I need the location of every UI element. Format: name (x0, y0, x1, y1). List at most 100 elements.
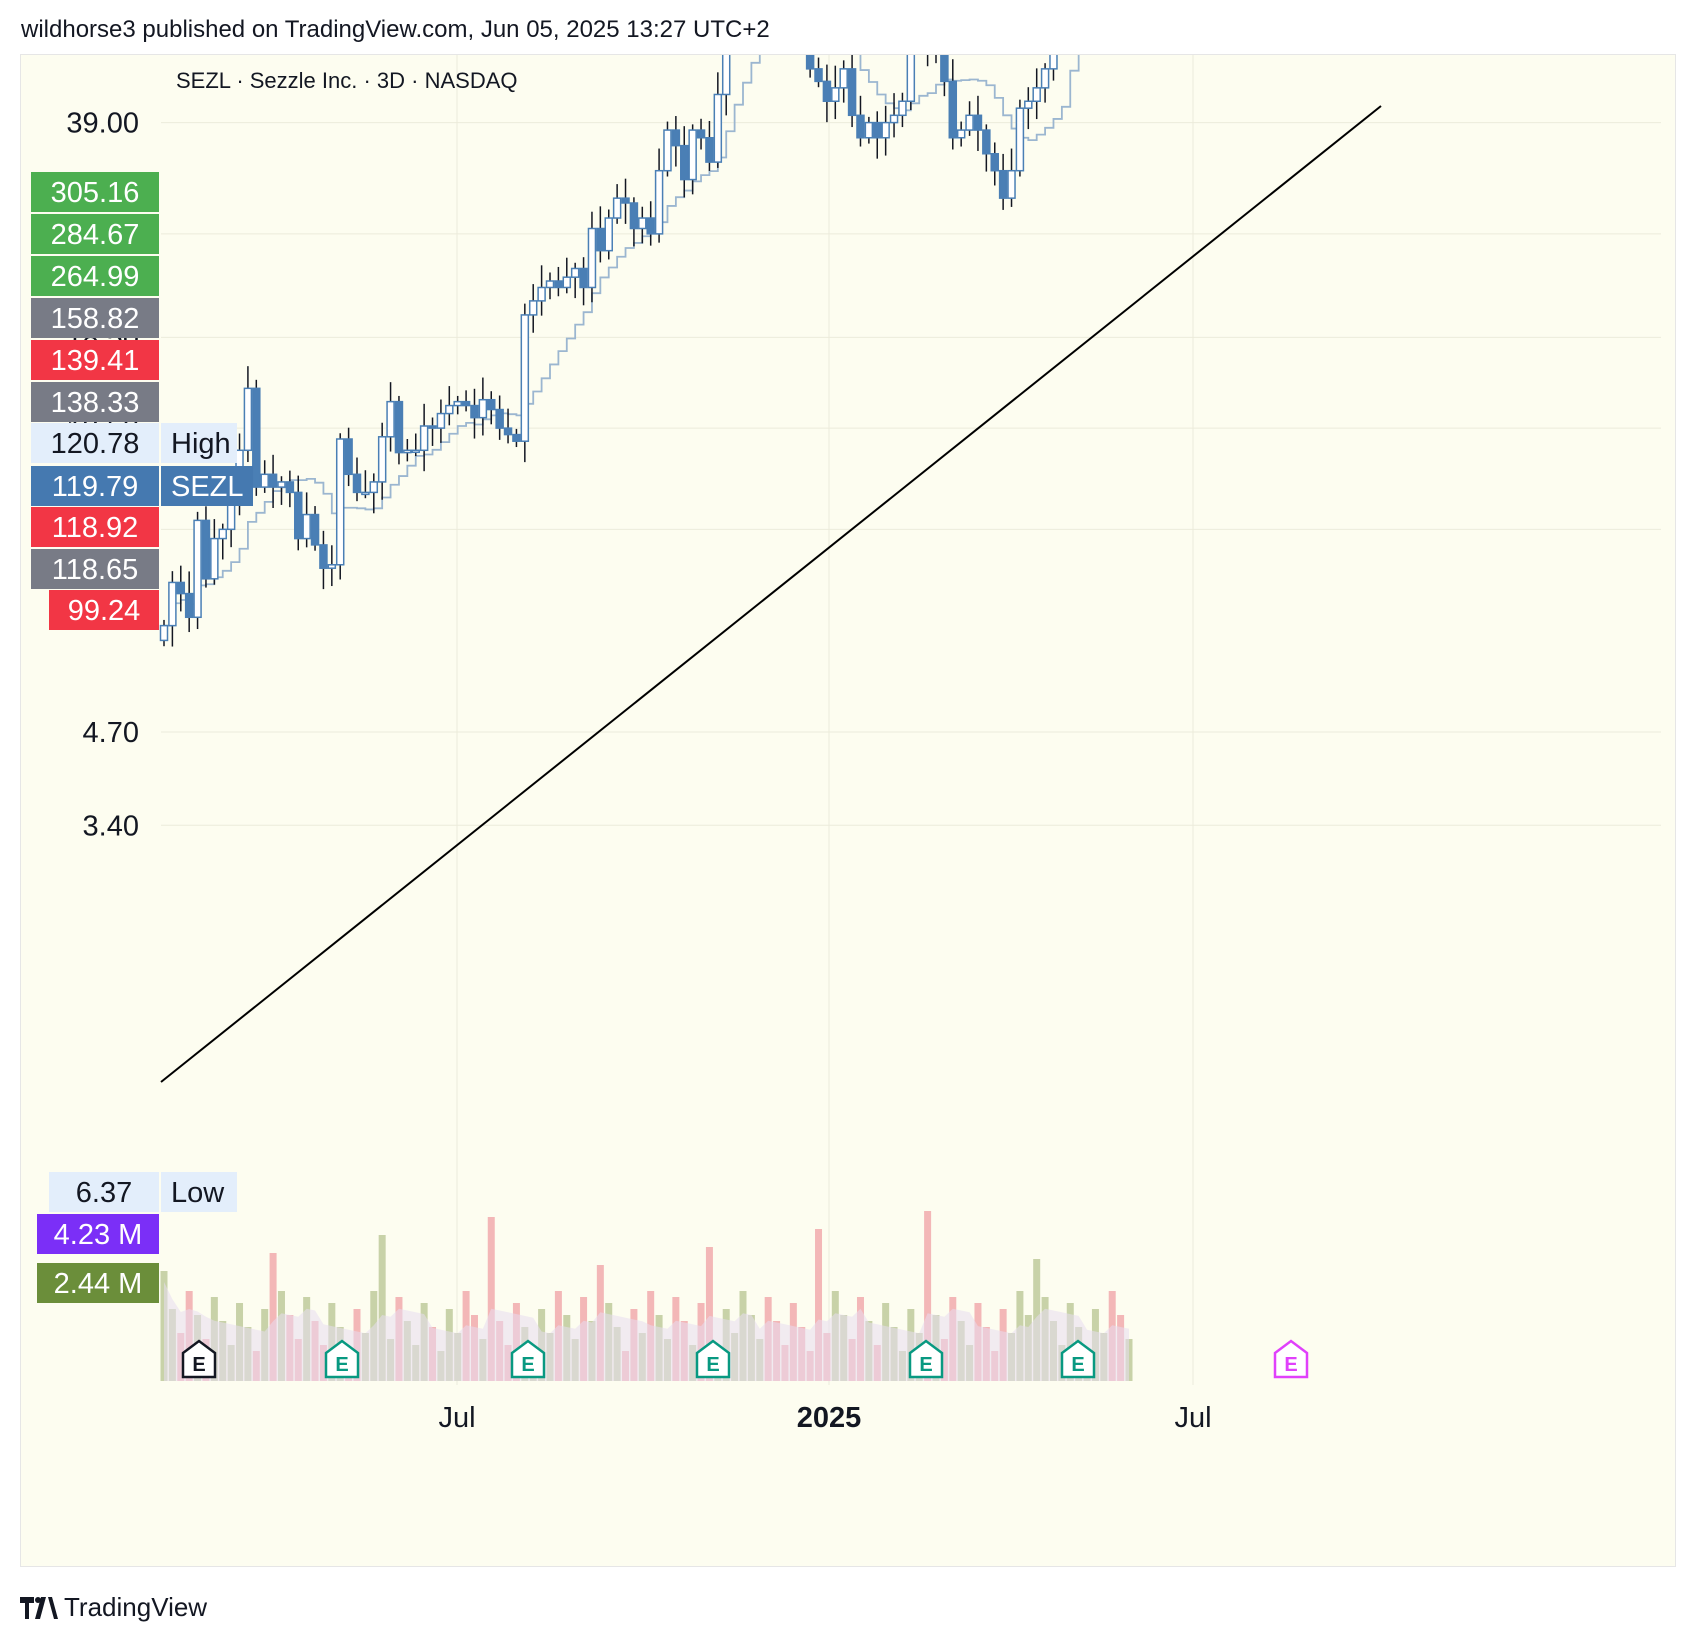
price-badge-value: 99.24 (68, 595, 141, 627)
price-badge: 120.78 High (31, 423, 237, 463)
price-badge-tag-box (161, 423, 237, 463)
price-badge-box (31, 172, 159, 212)
candle (847, 68, 857, 117)
volume-badge-value: 4.23 M (54, 1219, 143, 1251)
candle (470, 404, 479, 419)
candle (898, 100, 907, 117)
price-badge-value: 119.79 (52, 471, 139, 503)
candle (990, 153, 999, 172)
price-badge-box (31, 466, 159, 506)
candle (688, 129, 697, 181)
candle (294, 491, 303, 540)
earnings-marker-shape (908, 1339, 944, 1379)
candle (570, 267, 580, 278)
price-badge-tag-box (161, 466, 253, 506)
price-badge-box (31, 423, 159, 463)
price-badge-value: 138.33 (51, 387, 140, 419)
candle (864, 121, 874, 139)
candle (352, 473, 362, 494)
candle (419, 425, 429, 452)
candle (344, 438, 353, 476)
price-badge-box (49, 590, 159, 630)
price-badge: 305.16 (31, 172, 159, 212)
earnings-marker: E (510, 1339, 546, 1379)
candle (445, 404, 454, 415)
candle (1049, 38, 1058, 70)
earnings-marker: E (695, 1339, 731, 1379)
earnings-marker-shape (1060, 1339, 1096, 1379)
price-badge-box (49, 1172, 159, 1212)
candle (503, 427, 513, 436)
price-badge-box (31, 340, 159, 380)
candle (554, 280, 563, 289)
candle (881, 121, 890, 139)
volume-badge: 4.23 M (37, 1214, 159, 1254)
candle (705, 137, 714, 163)
candle (973, 114, 983, 131)
candle (940, 33, 949, 83)
candle (579, 267, 588, 289)
price-badge: 118.92 (31, 507, 159, 547)
candle (218, 528, 227, 540)
candle (906, 38, 916, 103)
earnings-marker-shape (695, 1339, 731, 1379)
earnings-marker-label: E (1284, 1354, 1297, 1376)
candle (1015, 107, 1025, 172)
candle (839, 68, 848, 89)
earnings-marker-shape (181, 1339, 217, 1379)
candle (168, 581, 177, 627)
candle (537, 286, 546, 302)
candle (629, 202, 639, 230)
candle (982, 129, 991, 155)
price-badge: 158.82 (31, 298, 159, 338)
price-badge-box (31, 256, 159, 296)
footer: TradingView (20, 1592, 207, 1623)
candle (386, 400, 395, 438)
candle (487, 398, 496, 411)
candle (243, 387, 253, 452)
volume-bar (269, 1253, 277, 1381)
price-badge-tag-box (161, 1172, 237, 1212)
price-badge: 6.37 Low (49, 1172, 237, 1212)
y-tick-label: 3.40 (83, 810, 139, 842)
candle (403, 449, 412, 454)
candle (193, 519, 202, 619)
candle (1032, 87, 1041, 103)
candle (319, 544, 328, 569)
grid-layer (161, 23, 1661, 1385)
price-badge-value: 118.65 (52, 554, 139, 586)
earnings-marker: E (181, 1339, 217, 1379)
chart-background (21, 55, 1675, 1566)
candle (478, 398, 488, 419)
candle (646, 217, 655, 235)
candle (453, 400, 462, 407)
x-axis-labels: Jul 2025 Jul (438, 1402, 1211, 1434)
candle (252, 387, 261, 488)
volume-bar (487, 1217, 495, 1381)
candle (184, 592, 194, 619)
candle (201, 519, 211, 580)
candle (604, 217, 613, 252)
price-badge: 139.41 (31, 340, 159, 380)
price-badges: 305.16 284.67 264.99 158.82 139.41 138.33 120.… (31, 172, 253, 1303)
price-badge-value: 6.37 (76, 1177, 132, 1209)
earnings-marker: E (324, 1339, 360, 1379)
candle (310, 513, 320, 546)
volume-badge-box (37, 1263, 159, 1303)
candle (461, 400, 471, 407)
candle (369, 481, 379, 494)
volume-badge-value: 2.44 M (54, 1268, 143, 1300)
price-badge: 119.79 SEZL (31, 466, 253, 506)
candle (873, 121, 882, 139)
candle (671, 129, 681, 147)
footer-brand: TradingView (64, 1592, 208, 1622)
candle (889, 114, 899, 124)
volume-bar (815, 1229, 823, 1381)
candle (411, 449, 420, 454)
earnings-marker: E (1273, 1339, 1309, 1379)
earnings-marker-label: E (335, 1354, 348, 1376)
candle (713, 93, 723, 163)
candle (956, 129, 966, 139)
